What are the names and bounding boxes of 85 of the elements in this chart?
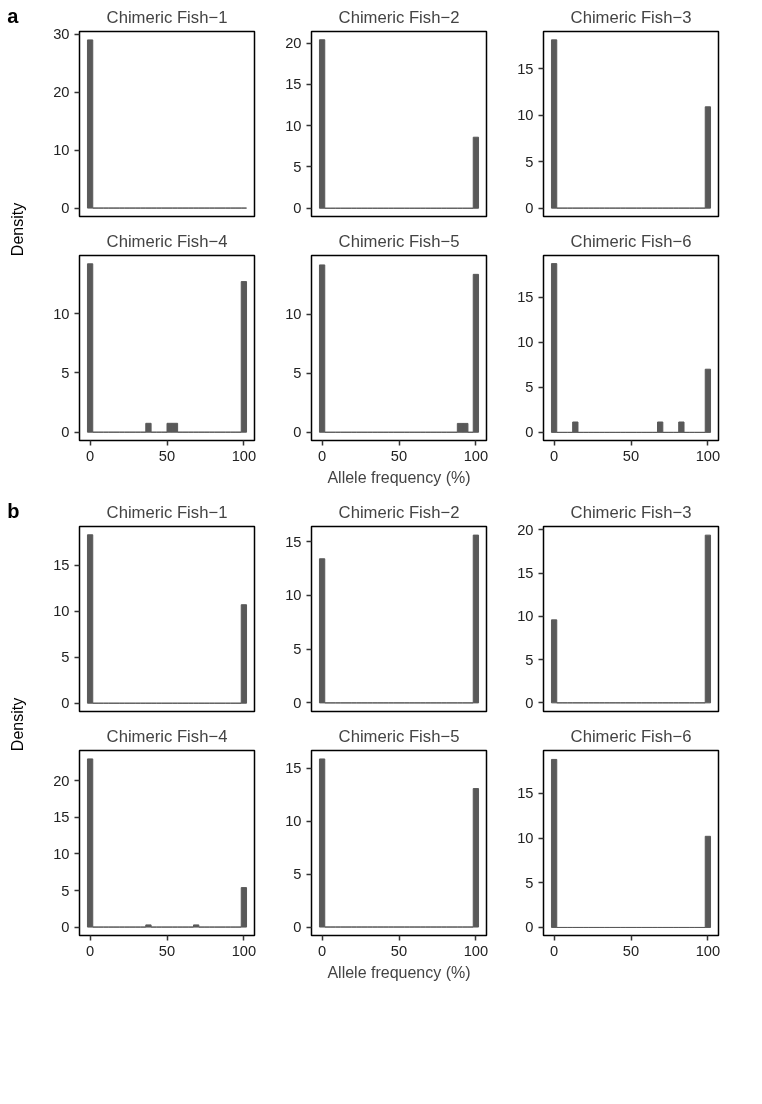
x-tick-label: 50 bbox=[622, 447, 640, 464]
chart-title: Chimeric Fish−5 bbox=[338, 726, 460, 746]
y-tick-label: 15 bbox=[285, 76, 302, 93]
chart-title: Chimeric Fish−3 bbox=[570, 7, 692, 27]
x-tick-label: 50 bbox=[158, 447, 176, 464]
y-tick-label: 5 bbox=[525, 651, 534, 668]
y-tick-label: 10 bbox=[517, 608, 534, 625]
y-tick-label: 10 bbox=[285, 306, 302, 323]
x-tick-label: 50 bbox=[390, 942, 408, 959]
y-tick-label: 20 bbox=[285, 35, 302, 52]
chart-title: Chimeric Fish−2 bbox=[338, 502, 460, 522]
x-tick-label: 100 bbox=[231, 447, 257, 464]
y-tick-label: 15 bbox=[53, 557, 70, 574]
y-tick-label: 0 bbox=[525, 424, 534, 441]
y-tick-label: 0 bbox=[61, 200, 70, 217]
y-tick-label: 5 bbox=[525, 379, 534, 396]
y-tick-label: 10 bbox=[53, 603, 70, 620]
y-axis-title: Density bbox=[9, 202, 26, 257]
x-tick-label: 0 bbox=[318, 942, 327, 959]
y-tick-label: 5 bbox=[61, 364, 70, 381]
y-tick-label: 15 bbox=[53, 809, 70, 826]
y-tick-label: 0 bbox=[525, 200, 534, 217]
x-tick-label: 100 bbox=[463, 447, 489, 464]
chart-title: Chimeric Fish−3 bbox=[570, 502, 692, 522]
y-tick-label: 10 bbox=[517, 334, 534, 351]
y-axis-title: Density bbox=[9, 697, 26, 752]
y-tick-label: 15 bbox=[285, 760, 302, 777]
y-tick-label: 5 bbox=[525, 874, 534, 891]
y-tick-label: 0 bbox=[525, 694, 534, 711]
y-tick-label: 0 bbox=[525, 919, 534, 936]
chart-title: Chimeric Fish−5 bbox=[338, 231, 460, 251]
y-tick-label: 10 bbox=[53, 142, 70, 159]
chart-title: Chimeric Fish−1 bbox=[106, 502, 228, 522]
x-tick-label: 0 bbox=[550, 447, 559, 464]
text: a bbox=[7, 4, 20, 27]
y-tick-label: 15 bbox=[517, 785, 534, 802]
y-tick-label: 0 bbox=[61, 919, 70, 936]
text: b bbox=[7, 499, 20, 522]
x-tick-label: 100 bbox=[463, 942, 489, 959]
y-tick-label: 10 bbox=[53, 305, 70, 322]
chart-title: Chimeric Fish−6 bbox=[570, 726, 692, 746]
y-tick-label: 5 bbox=[293, 158, 302, 175]
y-tick-label: 5 bbox=[61, 882, 70, 899]
chart-title: Chimeric Fish−2 bbox=[338, 7, 460, 27]
y-tick-label: 5 bbox=[293, 641, 302, 658]
y-tick-label: 20 bbox=[517, 521, 534, 538]
y-tick-label: 15 bbox=[517, 60, 534, 77]
y-tick-label: 10 bbox=[517, 107, 534, 124]
x-tick-label: 0 bbox=[86, 942, 95, 959]
x-tick-label: 50 bbox=[158, 942, 176, 959]
y-tick-label: 0 bbox=[293, 694, 302, 711]
y-tick-label: 10 bbox=[517, 830, 534, 847]
x-tick-label: 50 bbox=[390, 447, 408, 464]
x-tick-label: 50 bbox=[622, 942, 640, 959]
x-tick-label: 100 bbox=[231, 942, 257, 959]
y-tick-label: 5 bbox=[525, 153, 534, 170]
y-tick-label: 20 bbox=[53, 84, 70, 101]
y-tick-label: 15 bbox=[517, 289, 534, 306]
y-tick-label: 10 bbox=[53, 845, 70, 862]
y-tick-label: 15 bbox=[285, 533, 302, 550]
y-tick-label: 0 bbox=[293, 200, 302, 217]
y-tick-label: 5 bbox=[293, 365, 302, 382]
chart-title: Chimeric Fish−6 bbox=[570, 231, 692, 251]
y-tick-label: 5 bbox=[293, 866, 302, 883]
y-tick-label: 20 bbox=[53, 772, 70, 789]
chart-title: Chimeric Fish−4 bbox=[106, 231, 228, 251]
y-tick-label: 30 bbox=[53, 26, 70, 43]
x-tick-label: 100 bbox=[695, 447, 721, 464]
y-tick-label: 10 bbox=[285, 587, 302, 604]
y-tick-label: 0 bbox=[293, 919, 302, 936]
y-tick-label: 0 bbox=[61, 695, 70, 712]
chart-title: Chimeric Fish−1 bbox=[106, 7, 228, 27]
x-axis-title: Allele frequency (%) bbox=[327, 468, 471, 486]
y-tick-label: 10 bbox=[285, 813, 302, 830]
y-tick-label: 0 bbox=[61, 424, 70, 441]
y-tick-label: 10 bbox=[285, 117, 302, 134]
y-tick-label: 15 bbox=[517, 565, 534, 582]
chart-title: Chimeric Fish−4 bbox=[106, 726, 228, 746]
y-tick-label: 0 bbox=[293, 424, 302, 441]
x-tick-label: 100 bbox=[695, 942, 721, 959]
y-tick-label: 5 bbox=[61, 649, 70, 666]
x-axis-title: Allele frequency (%) bbox=[327, 963, 471, 981]
x-tick-label: 0 bbox=[318, 447, 327, 464]
x-tick-label: 0 bbox=[550, 942, 559, 959]
x-tick-label: 0 bbox=[86, 447, 95, 464]
